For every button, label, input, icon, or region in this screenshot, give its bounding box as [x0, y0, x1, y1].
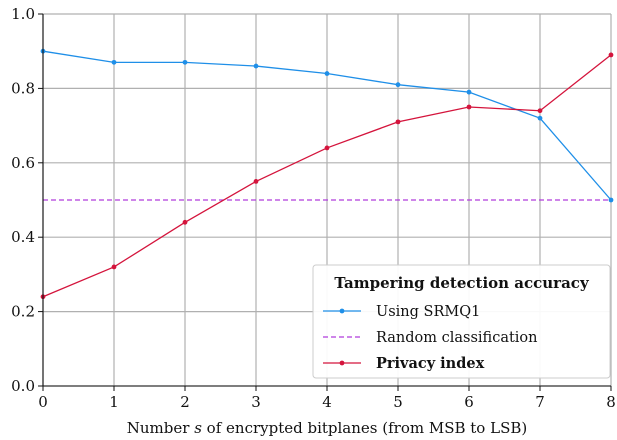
y-tick-label: 0.0: [11, 377, 35, 395]
x-tick-label: 5: [393, 393, 403, 411]
x-axis-label-variable: s: [194, 419, 202, 437]
x-tick-label: 6: [464, 393, 474, 411]
data-point: [324, 145, 330, 151]
x-tick-label: 0: [38, 393, 48, 411]
data-point: [253, 63, 259, 69]
tick-labels: 0 1 2 3 4 5 6 7 8 0.0 0.2 0.4 0.6 0.8 1.0: [11, 5, 616, 411]
x-tick-label: 1: [109, 393, 119, 411]
data-point: [182, 59, 188, 65]
legend: Tampering detection accuracy Using SRMQ1…: [312, 264, 611, 379]
x-tick-label: 4: [322, 393, 332, 411]
legend-label: Privacy index: [376, 355, 485, 372]
axes: [38, 13, 612, 391]
data-point: [608, 52, 614, 58]
x-tick-label: 3: [251, 393, 261, 411]
data-point: [395, 119, 401, 125]
x-axis-label-part: of encrypted bitplanes (from MSB to LSB): [202, 419, 527, 437]
legend-marker: [339, 360, 345, 366]
data-point: [466, 104, 472, 110]
data-point: [608, 197, 614, 203]
data-point: [537, 115, 543, 121]
data-point: [466, 89, 472, 95]
data-point: [324, 71, 330, 76]
legend-box: [312, 264, 611, 379]
x-axis-label-part: Number: [127, 419, 194, 437]
y-tick-label: 0.6: [11, 154, 35, 172]
x-axis-label: Number s of encrypted bitplanes (from MS…: [127, 419, 527, 437]
x-tick-label: 7: [535, 393, 545, 411]
data-point: [253, 179, 259, 184]
x-tick-label: 2: [180, 393, 190, 411]
series-layer: [40, 48, 614, 300]
legend-marker: [339, 308, 345, 314]
legend-label: Random classification: [376, 330, 538, 346]
data-point: [395, 82, 401, 88]
y-tick-label: 0.8: [11, 79, 35, 97]
y-tick-label: 0.4: [11, 228, 35, 246]
legend-label: Using SRMQ1: [376, 304, 480, 320]
data-point: [182, 219, 188, 225]
x-tick-label: 8: [606, 393, 616, 411]
y-tick-label: 0.2: [11, 303, 35, 321]
legend-title: Tampering detection accuracy: [334, 274, 590, 292]
data-point: [111, 59, 117, 65]
y-tick-label: 1.0: [11, 5, 35, 23]
data-point: [537, 108, 543, 114]
data-point: [111, 264, 117, 270]
legend-items: Using SRMQ1 Random classification Privacy …: [323, 304, 538, 372]
